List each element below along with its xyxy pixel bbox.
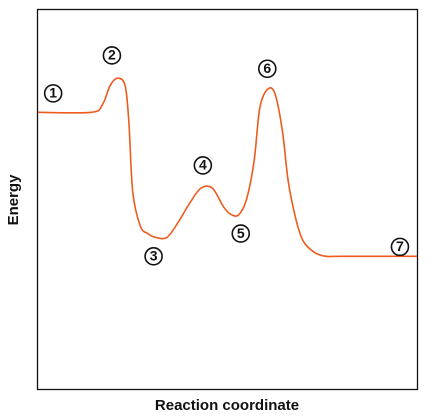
state-marker-circle	[231, 224, 251, 243]
markers-layer: 1 2 3 4 5 6 7	[43, 46, 410, 266]
state-marker-1: 1	[43, 84, 63, 103]
state-marker-label: 1	[49, 85, 57, 101]
state-marker-label: 3	[150, 248, 158, 264]
state-marker-circle	[390, 237, 410, 257]
state-marker-circle	[144, 247, 163, 266]
state-marker-circle	[43, 84, 63, 103]
state-marker-label: 7	[396, 238, 404, 254]
state-marker-3: 3	[144, 247, 163, 266]
state-marker-circle	[257, 59, 277, 79]
state-marker-label: 5	[237, 225, 245, 241]
plot-frame	[36, 8, 419, 391]
state-marker-6: 6	[257, 59, 277, 79]
state-marker-label: 4	[199, 157, 207, 173]
y-axis-label: Energy	[5, 174, 22, 226]
state-marker-7: 7	[390, 237, 410, 257]
state-marker-label: 6	[263, 60, 271, 76]
reaction-energy-curve	[37, 77, 417, 258]
state-marker-label: 2	[108, 47, 116, 63]
state-marker-circle	[102, 46, 122, 65]
state-marker-circle	[193, 156, 213, 175]
state-marker-2: 2	[102, 46, 122, 65]
x-axis-label: Reaction coordinate	[155, 397, 299, 414]
state-marker-4: 4	[193, 156, 213, 175]
state-marker-5: 5	[231, 224, 251, 243]
